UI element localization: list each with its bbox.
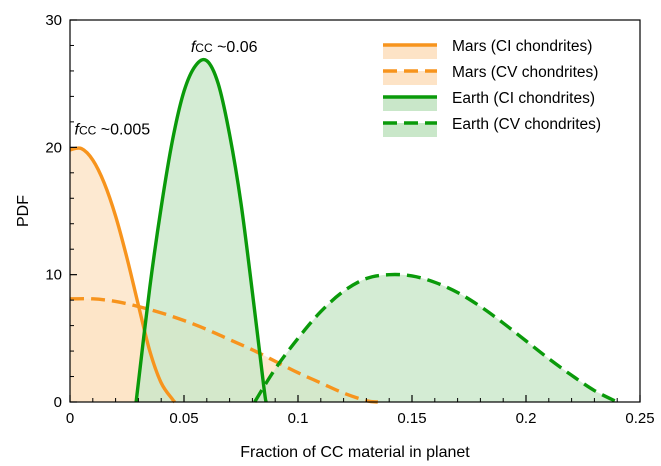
y-tick-label: 30 bbox=[45, 12, 62, 29]
x-tick-label: 0 bbox=[66, 410, 74, 427]
x-tick-label: 0.15 bbox=[397, 410, 426, 427]
peak-annotation: fCC ~0.005 bbox=[75, 122, 151, 139]
y-tick-label: 0 bbox=[54, 394, 62, 411]
annotation-f: f bbox=[191, 39, 197, 56]
series-line-1 bbox=[69, 146, 177, 404]
annotation-f: f bbox=[75, 122, 81, 139]
x-tick-label: 0.25 bbox=[625, 410, 654, 427]
annotation-subscript: CC bbox=[195, 41, 213, 55]
x-tick-label: 0.1 bbox=[288, 410, 309, 427]
series-lines bbox=[69, 57, 618, 404]
series-fill-3 bbox=[136, 59, 267, 402]
peak-annotation: fCC ~0.06 bbox=[191, 39, 258, 56]
series-line-3 bbox=[134, 57, 268, 403]
series-line-4 bbox=[253, 272, 618, 404]
axis-ticks: 0 0.05 0.1 0.15 0.2 0.25 0 10 20 30 bbox=[45, 12, 654, 427]
annotation-subscript: CC bbox=[79, 124, 97, 138]
x-tick-label: 0.2 bbox=[516, 410, 537, 427]
legend-label: Mars (CV chondrites) bbox=[452, 64, 598, 81]
x-tick-label: 0.05 bbox=[169, 410, 198, 427]
series-fills bbox=[70, 59, 618, 402]
legend-label: Mars (CI chondrites) bbox=[452, 38, 592, 55]
legend-label: Earth (CI chondrites) bbox=[452, 90, 595, 107]
legend-label: Earth (CV chondrites) bbox=[452, 116, 601, 133]
legend: Mars (CI chondrites) Mars (CV chondrites)… bbox=[383, 38, 601, 137]
annotation-value: ~0.005 bbox=[96, 122, 150, 139]
legend-swatch-fill bbox=[383, 97, 437, 111]
y-tick-label: 20 bbox=[45, 139, 62, 156]
y-axis-title: PDF bbox=[15, 195, 32, 227]
plot-frame bbox=[69, 19, 641, 403]
legend-swatch-fill bbox=[383, 71, 437, 85]
x-axis-title: Fraction of CC material in planet bbox=[240, 444, 470, 461]
y-tick-label: 10 bbox=[45, 267, 62, 284]
legend-swatch-fill bbox=[383, 123, 437, 137]
series-fill-4 bbox=[254, 274, 618, 402]
legend-swatch-fill bbox=[383, 45, 437, 59]
annotation-value: ~0.06 bbox=[213, 39, 258, 56]
series-line-2 bbox=[69, 296, 378, 404]
